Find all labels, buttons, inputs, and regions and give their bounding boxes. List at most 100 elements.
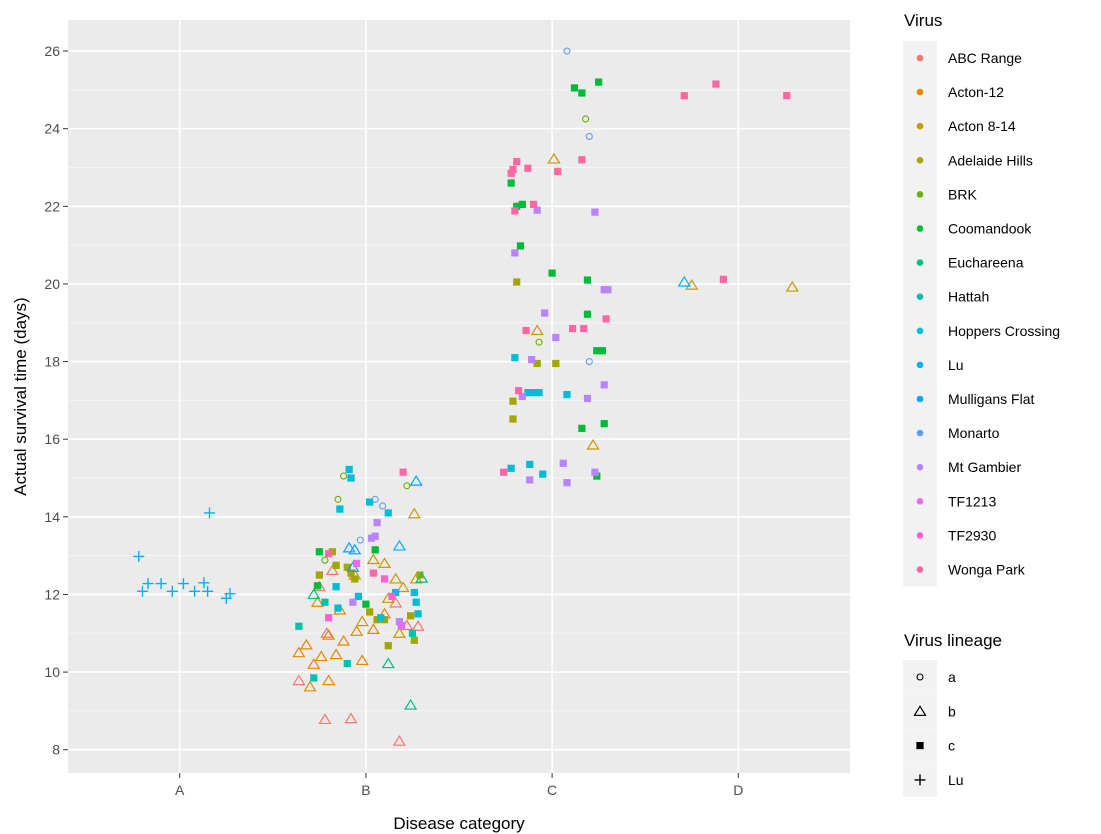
data-point [719, 275, 727, 283]
legend-key-swatch [916, 157, 924, 164]
data-point [528, 356, 536, 364]
data-point [322, 629, 336, 640]
data-point [348, 543, 362, 555]
legend-label: Coomandook [948, 221, 1032, 237]
data-point [412, 598, 420, 606]
plot-panel [68, 20, 850, 773]
x-tick-label: B [361, 782, 370, 798]
legend-label: TF1213 [948, 493, 996, 509]
data-point [582, 115, 590, 123]
virus-legend: Virus ABC Range Acton-12 Acton 8-14 Adelaid… [903, 11, 1060, 587]
data-point [344, 712, 358, 724]
legend-label: Lu [948, 772, 964, 788]
data-point [343, 563, 351, 571]
legend-key-swatch [916, 122, 924, 130]
data-point [384, 642, 392, 650]
x-tick-label: D [733, 782, 743, 798]
data-point [530, 324, 544, 336]
y-tick-label: 18 [44, 354, 60, 370]
y-tick-label: 22 [44, 198, 60, 214]
y-tick-label: 16 [44, 431, 60, 447]
data-point [392, 588, 400, 597]
data-point [392, 627, 406, 638]
data-point [347, 569, 355, 577]
data-point [585, 358, 593, 366]
data-point [369, 569, 377, 577]
data-point [371, 546, 379, 554]
data-point [507, 179, 515, 187]
x-tick-label: A [175, 782, 185, 798]
data-point [552, 333, 560, 342]
data-point [578, 156, 586, 164]
data-point [583, 394, 592, 403]
data-point [783, 92, 791, 100]
data-point [409, 474, 423, 486]
legend-key-background [903, 694, 937, 729]
data-point [384, 509, 392, 517]
x-axis-title: Disease category [393, 814, 525, 833]
legend-key-swatch [916, 395, 924, 403]
data-point [325, 614, 333, 622]
y-axis-title: Actual survival time (days) [11, 297, 30, 495]
y-tick-label: 12 [44, 586, 60, 602]
data-point [307, 588, 321, 600]
data-point [328, 548, 336, 556]
legend-label: Acton 8-14 [948, 118, 1016, 134]
data-point [511, 354, 519, 362]
data-point [373, 519, 381, 527]
data-point [712, 80, 720, 88]
legend-label: ABC Range [948, 50, 1022, 66]
lineage-legend-title: Virus lineage [904, 631, 1002, 650]
data-point [600, 420, 608, 428]
y-tick-label: 26 [44, 43, 60, 59]
data-points [133, 47, 799, 746]
data-point [509, 165, 517, 174]
data-point [366, 498, 374, 506]
data-point [315, 571, 323, 579]
legend-key-shape [916, 673, 924, 681]
data-point [334, 604, 342, 612]
data-point [552, 359, 560, 368]
data-point [526, 476, 534, 484]
x-axis-ticks: A B C D [175, 773, 743, 798]
data-point [535, 338, 543, 346]
data-point [340, 472, 348, 480]
data-point [392, 539, 406, 551]
data-point [586, 438, 600, 450]
data-point [513, 158, 521, 166]
data-point [583, 276, 592, 284]
data-point [325, 564, 339, 575]
data-point [349, 598, 357, 606]
data-point [334, 495, 342, 503]
data-point [379, 502, 387, 510]
data-point [677, 275, 691, 287]
data-point [600, 381, 608, 389]
data-point [389, 572, 403, 584]
data-point [529, 389, 538, 397]
legend-label: b [948, 703, 956, 719]
data-point [343, 659, 351, 668]
data-point [350, 625, 364, 636]
data-point [407, 507, 421, 519]
data-point [591, 468, 599, 476]
data-point [321, 598, 329, 606]
data-point [329, 648, 343, 660]
legend-label: Hattah [948, 289, 989, 305]
data-point [416, 571, 424, 579]
data-point [198, 577, 210, 589]
data-point [785, 280, 799, 292]
legend-label: Adelaide Hills [948, 152, 1033, 168]
data-point [373, 616, 381, 624]
legend-key-swatch [916, 327, 924, 335]
data-point [514, 387, 523, 395]
data-point [410, 588, 418, 597]
data-point [321, 556, 329, 564]
data-point [189, 585, 201, 597]
legend-key-swatch [916, 498, 924, 505]
data-point [366, 623, 380, 634]
data-point [307, 658, 321, 669]
y-tick-label: 14 [44, 509, 60, 525]
legend-key-swatch [916, 88, 924, 96]
